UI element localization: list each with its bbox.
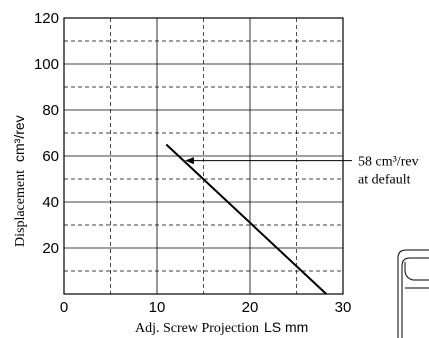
y-axis-title: Displacement cm³/rev	[11, 115, 28, 247]
displacement-line-series-0	[165, 143, 327, 295]
plot-frame	[63, 17, 344, 295]
y-tick-label-60: 60	[42, 148, 59, 165]
annotation-arrowhead	[184, 157, 194, 165]
axes	[63, 17, 344, 295]
series	[165, 143, 327, 295]
annotation-value-label: 58 cm³/rev	[358, 155, 419, 170]
annotation: 58 cm³/rev at default	[184, 155, 419, 188]
grid	[64, 18, 343, 294]
y-tick-label-80: 80	[42, 102, 59, 119]
y-tick-label-40: 40	[42, 194, 59, 211]
pump-part-outline-drawing	[397, 249, 429, 338]
y-axis-title-unit: cm³/rev	[11, 115, 27, 162]
x-tick-label-30: 30	[335, 299, 352, 316]
y-tick-label-100: 100	[34, 56, 59, 73]
x-axis-title: Adj. Screw Projection LS mm	[135, 319, 308, 336]
x-tick-label-0: 0	[60, 299, 68, 316]
y-tick-label-20: 20	[42, 240, 59, 257]
tick-labels: 0 10 20 30 20 40 60 80 100 120	[34, 10, 351, 316]
x-tick-label-10: 10	[149, 299, 166, 316]
x-axis-title-text: Adj. Screw Projection	[135, 321, 259, 336]
annotation-default-label: at default	[358, 173, 411, 188]
y-axis-title-text: Displacement	[13, 170, 28, 247]
x-axis-title-unit: LS mm	[264, 319, 308, 335]
y-tick-label-120: 120	[34, 10, 59, 27]
x-tick-label-20: 20	[242, 299, 259, 316]
